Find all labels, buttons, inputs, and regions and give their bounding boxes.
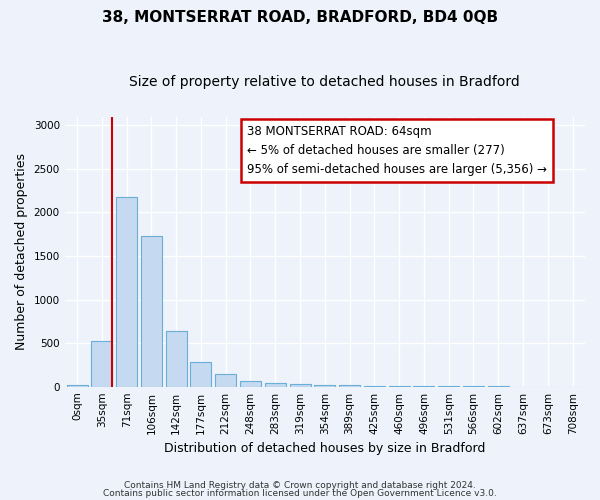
Bar [67, 385, 88, 386]
Bar [215, 374, 236, 386]
Bar [290, 384, 311, 386]
Text: 38 MONTSERRAT ROAD: 64sqm
← 5% of detached houses are smaller (277)
95% of semi-: 38 MONTSERRAT ROAD: 64sqm ← 5% of detach… [247, 124, 547, 176]
Bar [116, 196, 137, 386]
Text: Contains public sector information licensed under the Open Government Licence v3: Contains public sector information licen… [103, 488, 497, 498]
Text: Contains HM Land Registry data © Crown copyright and database right 2024.: Contains HM Land Registry data © Crown c… [124, 481, 476, 490]
Bar [190, 362, 211, 386]
Bar [240, 381, 261, 386]
Bar [91, 342, 112, 386]
Y-axis label: Number of detached properties: Number of detached properties [15, 153, 28, 350]
Text: 38, MONTSERRAT ROAD, BRADFORD, BD4 0QB: 38, MONTSERRAT ROAD, BRADFORD, BD4 0QB [102, 10, 498, 25]
Title: Size of property relative to detached houses in Bradford: Size of property relative to detached ho… [130, 75, 520, 89]
Bar [166, 331, 187, 386]
X-axis label: Distribution of detached houses by size in Bradford: Distribution of detached houses by size … [164, 442, 485, 455]
Bar [265, 383, 286, 386]
Bar [314, 385, 335, 386]
Bar [141, 236, 162, 386]
